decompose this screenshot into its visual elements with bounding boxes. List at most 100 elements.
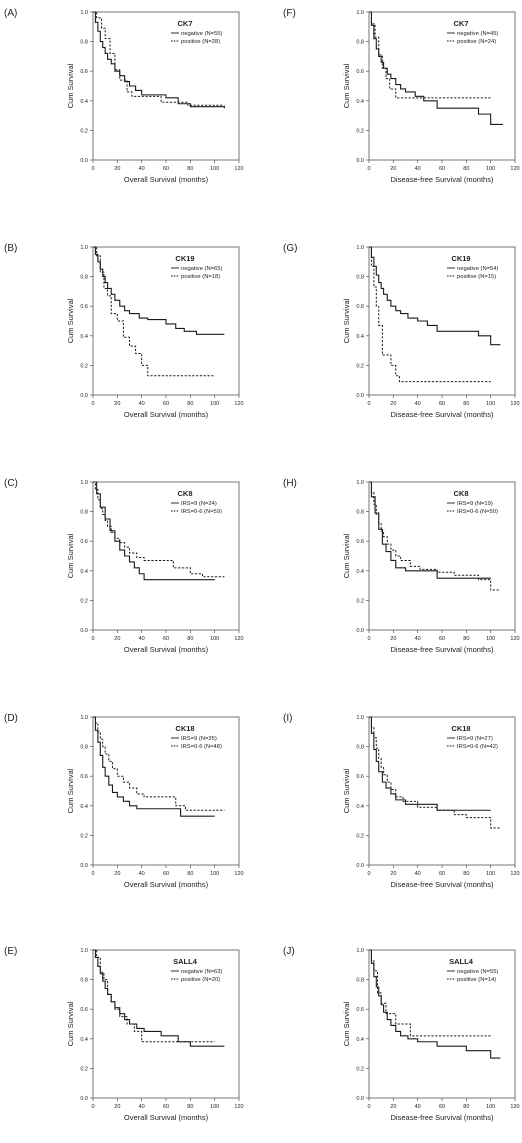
x-tick-label: 100 bbox=[486, 1104, 495, 1110]
y-tick-label: 0.6 bbox=[80, 539, 88, 545]
x-axis-label: Disease-free Survival (months) bbox=[391, 645, 494, 654]
x-axis-label: Overall Survival (months) bbox=[124, 410, 209, 419]
y-tick-label: 0.0 bbox=[80, 158, 88, 164]
x-tick-label: 60 bbox=[439, 166, 445, 172]
y-tick-label: 0.6 bbox=[80, 304, 88, 310]
x-tick-label: 120 bbox=[234, 871, 243, 877]
series-line-dashed bbox=[93, 246, 215, 377]
x-tick-label: 40 bbox=[139, 401, 145, 407]
y-tick-label: 0.4 bbox=[356, 804, 364, 810]
x-tick-label: 0 bbox=[91, 166, 94, 172]
series-line-dashed bbox=[93, 481, 225, 578]
series-line-dashed bbox=[93, 949, 215, 1043]
legend-entry: negative (N=63) bbox=[181, 969, 222, 975]
panel-h: (H) 0.0 0.2 0.4 0.6 0.8 1.0 0 20 40 60 80 100 120 Dise… bbox=[283, 478, 520, 654]
y-tick-label: 0.0 bbox=[80, 393, 88, 399]
x-tick-label: 80 bbox=[463, 401, 469, 407]
y-tick-label: 0.0 bbox=[356, 158, 364, 164]
x-tick-label: 80 bbox=[463, 166, 469, 172]
y-tick-label: 0.6 bbox=[80, 774, 88, 780]
panel-j: (J) 0.0 0.2 0.4 0.6 0.8 1.0 0 20 40 60 80 100 120 Dise… bbox=[283, 946, 520, 1122]
legend-entry: IRS=9 (N=24) bbox=[181, 501, 217, 507]
x-tick-label: 40 bbox=[415, 636, 421, 642]
y-tick-label: 0.8 bbox=[80, 40, 88, 46]
y-tick-label: 0.8 bbox=[80, 978, 88, 984]
chart-title: CK8 bbox=[453, 489, 468, 498]
legend-entry: positive (N=18) bbox=[181, 274, 220, 280]
panel-i: (I) 0.0 0.2 0.4 0.6 0.8 1.0 0 20 40 60 80 100 120 Dise… bbox=[283, 713, 520, 889]
series-line-dashed bbox=[93, 716, 225, 811]
y-tick-label: 0.8 bbox=[356, 275, 364, 281]
y-tick-label: 0.0 bbox=[356, 1096, 364, 1102]
y-axis-label: Cum Survival bbox=[342, 1001, 351, 1046]
x-tick-label: 40 bbox=[139, 166, 145, 172]
y-tick-label: 0.2 bbox=[80, 128, 88, 134]
chart-title: CK7 bbox=[177, 19, 192, 28]
plot-frame bbox=[92, 481, 240, 631]
y-tick-label: 1.0 bbox=[80, 245, 88, 251]
series-line-dashed bbox=[369, 716, 501, 829]
y-tick-label: 0.0 bbox=[80, 1096, 88, 1102]
series-line-solid bbox=[369, 949, 501, 1059]
x-tick-label: 20 bbox=[390, 871, 396, 877]
x-tick-label: 80 bbox=[187, 636, 193, 642]
x-tick-label: 20 bbox=[114, 871, 120, 877]
legend-entry: negative (N=65) bbox=[181, 266, 222, 272]
x-tick-label: 40 bbox=[415, 871, 421, 877]
y-axis-label: Cum Survival bbox=[66, 298, 75, 343]
series-line-dashed bbox=[369, 949, 491, 1037]
x-tick-label: 0 bbox=[91, 1104, 94, 1110]
y-tick-label: 0.6 bbox=[356, 304, 364, 310]
y-tick-label: 0.2 bbox=[356, 363, 364, 369]
panel-d: (D) 0.0 0.2 0.4 0.6 0.8 1.0 0 20 40 60 80 100 120 Over… bbox=[4, 713, 244, 889]
series-line-solid bbox=[369, 246, 501, 346]
x-tick-label: 100 bbox=[486, 871, 495, 877]
y-axis-label: Cum Survival bbox=[342, 768, 351, 813]
x-tick-label: 60 bbox=[163, 166, 169, 172]
y-axis-label: Cum Survival bbox=[66, 1001, 75, 1046]
y-tick-label: 0.8 bbox=[356, 40, 364, 46]
legend-entry: IRS=9 (N=35) bbox=[181, 736, 217, 742]
series-line-solid bbox=[369, 716, 491, 811]
x-tick-label: 80 bbox=[463, 871, 469, 877]
series-line-dashed bbox=[369, 481, 501, 591]
chart-title: CK18 bbox=[175, 724, 194, 733]
x-tick-label: 100 bbox=[486, 636, 495, 642]
x-axis-label: Overall Survival (months) bbox=[124, 1113, 209, 1122]
x-tick-label: 120 bbox=[510, 166, 519, 172]
y-axis-label: Cum Survival bbox=[342, 533, 351, 578]
y-tick-label: 1.0 bbox=[80, 715, 88, 721]
x-tick-label: 120 bbox=[234, 636, 243, 642]
y-tick-label: 0.4 bbox=[80, 334, 88, 340]
y-tick-label: 1.0 bbox=[356, 245, 364, 251]
x-axis-label: Disease-free Survival (months) bbox=[391, 175, 494, 184]
y-tick-label: 1.0 bbox=[80, 10, 88, 16]
legend-entry: IRS=0-6 (N=50) bbox=[457, 509, 498, 515]
series-line-solid bbox=[93, 11, 225, 109]
legend-entry: positive (N=14) bbox=[457, 977, 496, 983]
panel-a: (A) 0.0 0.2 0.4 0.6 0.8 1.0 0 20 40 60 80 100 120 Over… bbox=[4, 8, 244, 184]
series-line-solid bbox=[369, 11, 503, 126]
y-tick-label: 0.2 bbox=[80, 363, 88, 369]
y-axis-label: Cum Survival bbox=[66, 768, 75, 813]
y-tick-label: 0.4 bbox=[356, 1037, 364, 1043]
x-tick-label: 40 bbox=[139, 871, 145, 877]
y-tick-label: 0.6 bbox=[356, 1007, 364, 1013]
chart-title: SALL4 bbox=[173, 957, 198, 966]
x-tick-label: 80 bbox=[463, 1104, 469, 1110]
x-tick-label: 120 bbox=[234, 1104, 243, 1110]
y-tick-label: 0.0 bbox=[356, 628, 364, 634]
series-line-solid bbox=[93, 949, 225, 1047]
legend-entry: negative (N=45) bbox=[457, 31, 498, 37]
x-tick-label: 100 bbox=[210, 401, 219, 407]
panel-label: (B) bbox=[4, 243, 17, 254]
x-tick-label: 120 bbox=[234, 401, 243, 407]
x-tick-label: 20 bbox=[390, 166, 396, 172]
x-tick-label: 20 bbox=[390, 636, 396, 642]
y-tick-label: 0.4 bbox=[80, 569, 88, 575]
x-tick-label: 0 bbox=[91, 636, 94, 642]
x-tick-label: 40 bbox=[139, 1104, 145, 1110]
x-tick-label: 100 bbox=[210, 1104, 219, 1110]
x-tick-label: 60 bbox=[439, 871, 445, 877]
